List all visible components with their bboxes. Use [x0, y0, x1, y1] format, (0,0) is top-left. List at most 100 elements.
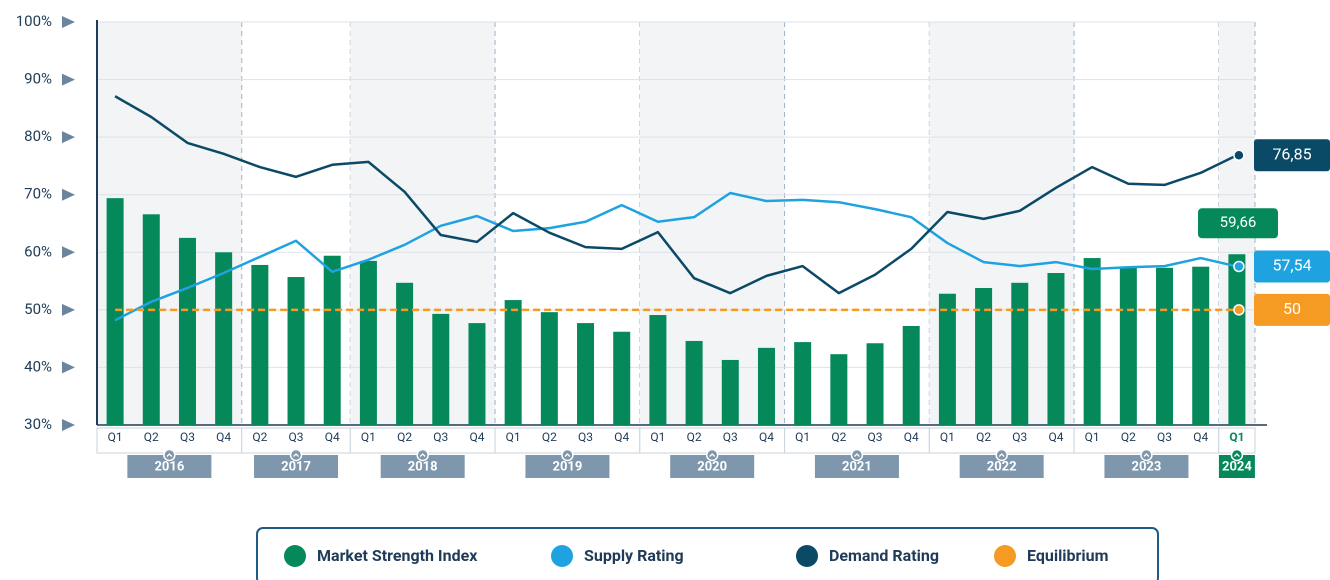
year-icon-chevron — [166, 453, 173, 457]
bar — [142, 214, 160, 425]
x-tick-label: Q4 — [904, 430, 919, 444]
bar — [1156, 267, 1174, 425]
year-icon — [561, 448, 574, 462]
x-tick-label: Q1 — [650, 430, 665, 444]
x-tick-label: Q3 — [433, 430, 448, 444]
year-icon-chevron — [1233, 453, 1240, 457]
bar — [1083, 258, 1101, 425]
bar — [396, 282, 414, 425]
bar — [215, 252, 233, 425]
legend-label: Market Strength Index — [317, 546, 478, 565]
year-box — [254, 455, 339, 478]
x-tick-label: Q2 — [831, 430, 846, 444]
year-icon — [705, 448, 719, 462]
x-tick-label: Q4 — [216, 430, 231, 444]
year-icon-chevron — [564, 453, 571, 457]
bar — [432, 313, 450, 425]
x-tick-label: Q2 — [1121, 430, 1136, 444]
y-tick-label: 70% — [24, 185, 52, 203]
value-label-box — [1254, 293, 1330, 326]
legend-swatch — [551, 545, 573, 567]
bar — [323, 255, 341, 425]
year-box — [959, 455, 1044, 478]
line — [114, 191, 1238, 322]
x-tick-label: Q1 — [940, 430, 955, 444]
y-tick-label: 60% — [24, 242, 52, 260]
bar — [721, 359, 739, 425]
bar — [685, 340, 703, 425]
y-tick-label: 40% — [24, 357, 52, 375]
bar — [757, 347, 775, 425]
x-tick-label: Q2 — [397, 430, 412, 444]
bar — [577, 323, 595, 425]
x-tick-label: Q3 — [1157, 430, 1172, 444]
year-icon — [1230, 448, 1244, 462]
bar — [1047, 273, 1065, 425]
bar — [938, 293, 956, 425]
x-tick-label: Q4 — [614, 430, 629, 444]
bar — [504, 300, 522, 425]
year-box — [814, 455, 899, 478]
bar — [613, 331, 631, 425]
x-tick-label: Q4 — [759, 430, 774, 444]
legend-label: Equilibrium — [1027, 546, 1108, 565]
y-tick-label: 100% — [16, 12, 52, 30]
year-icon-chevron — [998, 453, 1005, 457]
bar — [540, 312, 558, 425]
x-tick-label: Q3 — [289, 430, 304, 444]
x-tick-label: Q1 — [361, 430, 376, 444]
year-label: 2018 — [408, 459, 438, 474]
y-tick-arrow — [62, 73, 75, 86]
bar — [1228, 254, 1246, 425]
legend-swatch — [284, 545, 306, 567]
y-tick-label: 90% — [24, 70, 52, 88]
x-tick-label: Q3 — [578, 430, 593, 444]
bar — [1011, 282, 1029, 425]
y-tick-arrow — [62, 361, 75, 374]
year-label: 2016 — [154, 459, 184, 474]
x-tick-label: Q3 — [723, 430, 738, 444]
legend-box — [256, 527, 1159, 580]
y-tick-arrow — [62, 188, 75, 201]
x-tick-label: Q4 — [1193, 430, 1208, 444]
x-tick-label: Q1 — [506, 430, 521, 444]
year-box — [380, 455, 465, 478]
x-tick-label: Q3 — [1012, 430, 1027, 444]
year-icon-chevron — [419, 453, 426, 457]
bar — [649, 315, 667, 425]
year-icon — [289, 448, 303, 462]
x-tick-label: Q1 — [108, 430, 123, 444]
bar — [106, 198, 124, 425]
bar — [830, 354, 848, 425]
year-icon-chevron — [1143, 453, 1150, 457]
year-label: 2024 — [1222, 459, 1252, 474]
year-label: 2021 — [842, 459, 872, 474]
year-icon — [1140, 448, 1153, 462]
year-label: 2017 — [281, 459, 311, 474]
year-icon — [995, 448, 1008, 462]
legend-label: Demand Rating — [829, 546, 939, 565]
year-box — [1104, 455, 1189, 478]
legend-swatch — [796, 545, 818, 567]
year-label: 2022 — [987, 459, 1017, 474]
legend-swatch — [994, 545, 1016, 567]
x-tick-label: Q3 — [868, 430, 883, 444]
year-icon — [416, 448, 429, 462]
value-label-box — [1198, 208, 1278, 239]
value-label: 57,54 — [1272, 256, 1311, 275]
x-tick-label: Q1 — [795, 430, 810, 444]
x-tick-label: Q1 — [1229, 430, 1244, 444]
x-tick-label: Q2 — [144, 430, 159, 444]
bar — [468, 323, 486, 425]
x-tick-label: Q2 — [687, 430, 702, 444]
year-box — [127, 455, 212, 478]
bar — [359, 260, 377, 425]
year-label: 2019 — [553, 459, 583, 474]
bar — [902, 325, 920, 425]
end-point — [1233, 149, 1245, 162]
year-label: 2023 — [1132, 459, 1162, 474]
x-tick-label: Q2 — [542, 430, 557, 444]
bar — [794, 342, 812, 425]
y-tick-label: 50% — [24, 300, 52, 318]
value-label: 76,85 — [1272, 144, 1311, 163]
